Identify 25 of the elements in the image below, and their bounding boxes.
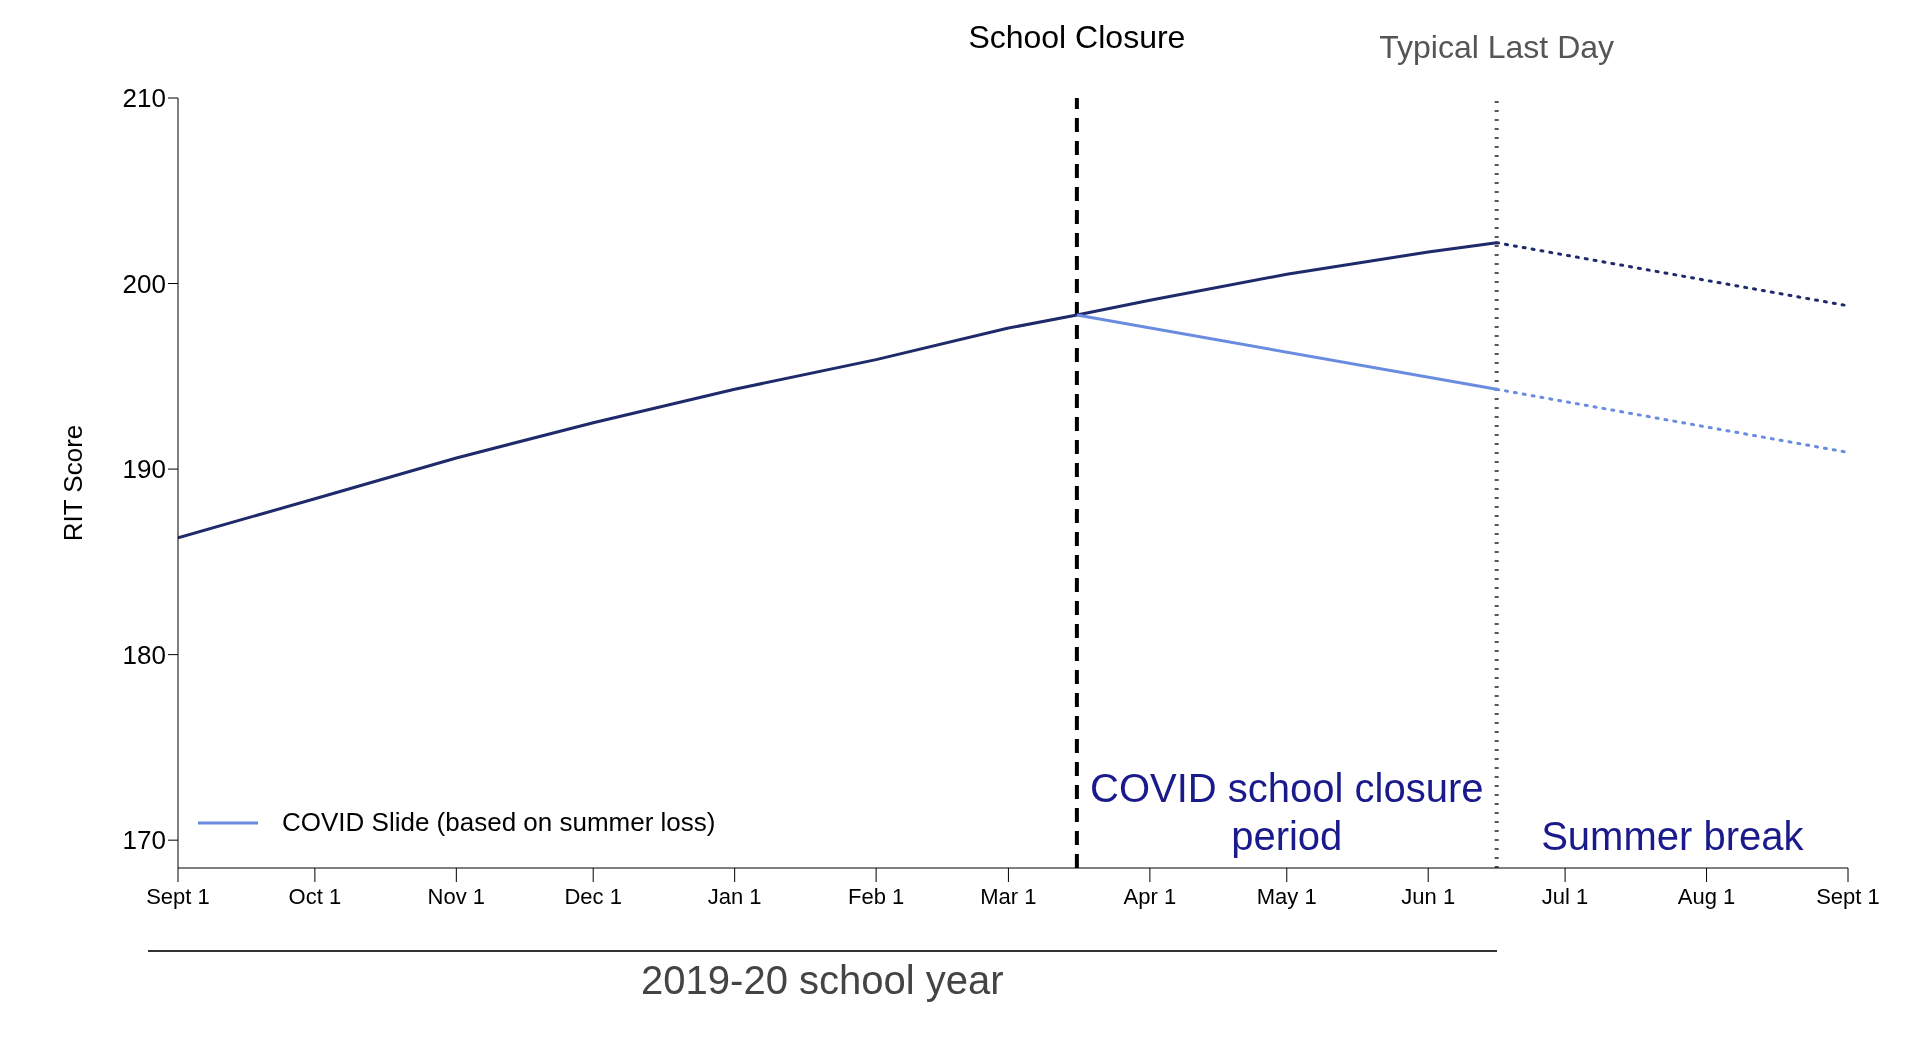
y-tick-label: 210: [122, 83, 166, 114]
annotation: Summer break: [1540, 813, 1805, 860]
x-tick-label: Feb 1: [847, 883, 905, 909]
x-tick-label: Oct 1: [288, 883, 342, 909]
y-tick-label: 190: [122, 454, 166, 485]
ref-line-label: Typical Last Day: [1379, 29, 1615, 65]
x-tick-label: Jan 1: [707, 883, 762, 909]
y-tick-label: 200: [122, 268, 166, 299]
x-tick-label: Mar 1: [980, 883, 1037, 909]
y-tick-label: 180: [122, 639, 166, 670]
ref-line-label: School Closure: [968, 19, 1186, 55]
y-tick-label: 170: [122, 825, 166, 856]
x-tick-label: Jul 1: [1541, 883, 1589, 909]
annotation: COVID school closure period: [1089, 765, 1485, 860]
x-tick-label: Nov 1: [427, 883, 486, 909]
x-tick-label: Sept 1: [1816, 883, 1880, 909]
x-tick-label: Dec 1: [564, 883, 622, 909]
x-tick-label: Aug 1: [1677, 883, 1736, 909]
x-tick-label: Sept 1: [146, 883, 210, 909]
legend-label: COVID Slide (based on summer loss): [282, 807, 716, 838]
x-tick-label: Jun 1: [1401, 883, 1456, 909]
x-axis-title: 2019-20 school year: [640, 958, 1005, 1003]
x-tick-label: Apr 1: [1123, 883, 1177, 909]
y-axis-title: RIT Score: [58, 424, 89, 542]
x-tick-label: May 1: [1256, 883, 1317, 909]
